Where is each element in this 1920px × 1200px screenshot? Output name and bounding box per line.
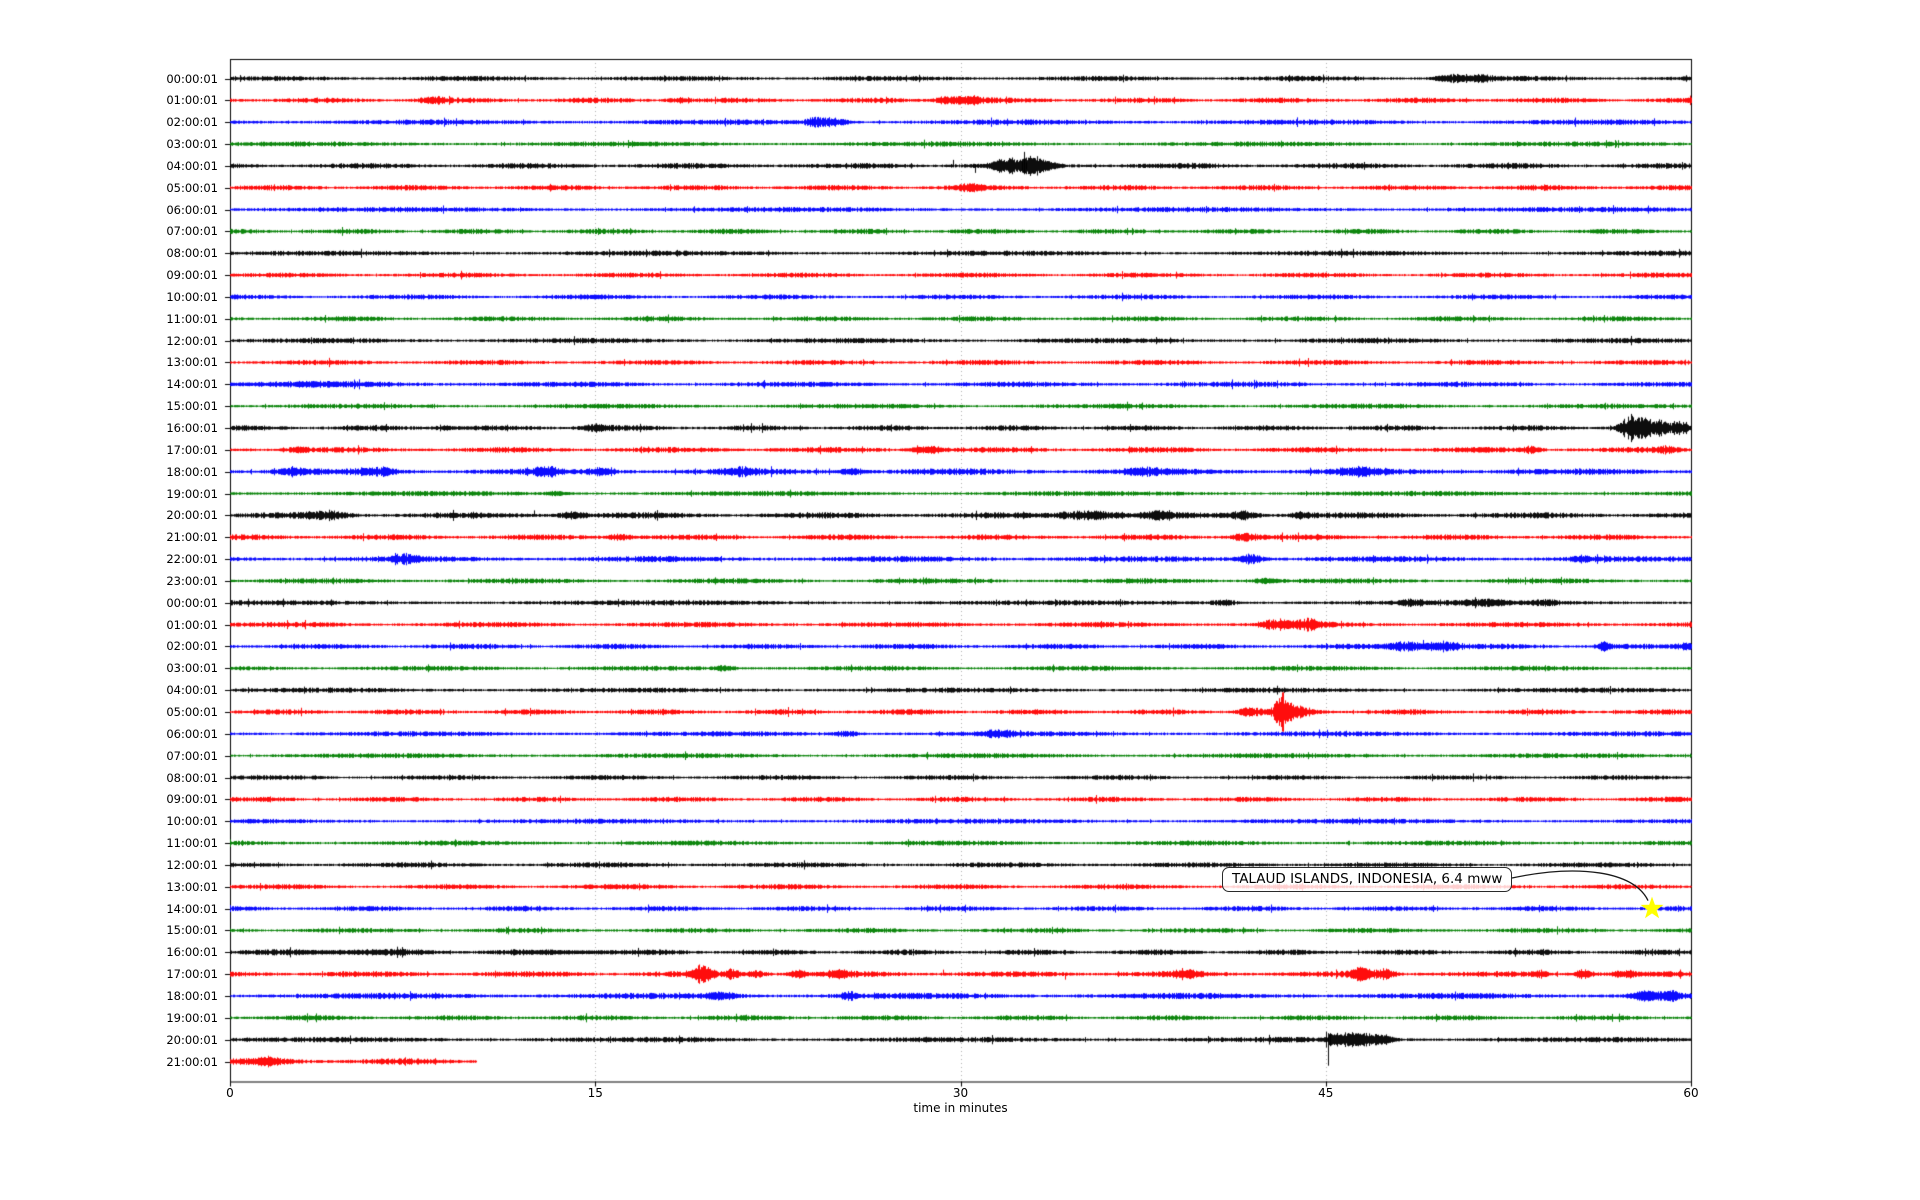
y-tick-label: 04:00:01 [166, 158, 218, 173]
y-tick-label: 20:00:01 [166, 508, 218, 523]
y-tick-label: 19:00:01 [166, 486, 218, 501]
y-tick-label: 13:00:01 [166, 355, 218, 370]
y-tick-label: 02:00:01 [166, 115, 218, 130]
y-tick-label: 11:00:01 [166, 836, 218, 851]
y-tick-label: 18:00:01 [166, 988, 218, 1003]
y-tick-label: 19:00:01 [166, 1010, 218, 1025]
y-tick-label: 05:00:01 [166, 705, 218, 719]
y-tick-label: 03:00:01 [166, 661, 218, 676]
y-tick-label: 18:00:01 [166, 464, 218, 479]
y-tick-label: 09:00:01 [166, 792, 218, 807]
y-tick-label: 08:00:01 [166, 246, 218, 261]
x-tick-label: 0 [226, 1086, 234, 1100]
y-tick-label: 21:00:01 [166, 530, 218, 545]
x-tick-label: 15 [587, 1086, 603, 1100]
y-tick-label: 17:00:01 [166, 967, 218, 982]
y-tick-label: 01:00:01 [166, 93, 218, 108]
y-tick-label: 21:00:01 [166, 1054, 218, 1069]
x-tick-label: 30 [952, 1086, 969, 1100]
y-tick-label: 17:00:01 [166, 442, 218, 457]
y-tick-label: 16:00:01 [166, 421, 218, 436]
y-tick-label: 11:00:01 [166, 311, 218, 326]
y-tick-label: 15:00:01 [166, 923, 218, 938]
y-tick-label: 00:00:01 [166, 595, 218, 610]
y-tick-label: 16:00:01 [166, 945, 218, 960]
x-tick-label: 60 [1683, 1086, 1699, 1100]
earthquake-annotation-label: TALAUD ISLANDS, INDONESIA, 6.4 mww [1222, 867, 1513, 892]
y-tick-label: 05:00:01 [166, 180, 218, 195]
y-tick-label: 10:00:01 [166, 814, 218, 829]
y-tick-label: 22:00:01 [166, 552, 218, 567]
y-tick-label: 13:00:01 [166, 879, 218, 894]
x-tick-label: 45 [1318, 1086, 1334, 1100]
y-tick-label: 14:00:01 [166, 377, 218, 392]
y-tick-label: 01:00:01 [166, 617, 218, 632]
y-tick-label: 04:00:01 [166, 683, 218, 698]
y-tick-label: 23:00:01 [166, 573, 218, 588]
y-tick-label: 20:00:01 [166, 1032, 218, 1047]
y-tick-label: 12:00:01 [166, 333, 218, 348]
y-tick-label: 00:00:01 [166, 71, 218, 86]
y-tick-label: 03:00:01 [166, 137, 218, 152]
y-tick-label: 06:00:01 [166, 726, 218, 741]
y-tick-label: 12:00:01 [166, 857, 218, 872]
y-tick-label: 06:00:01 [166, 202, 218, 217]
y-tick-label: 07:00:01 [166, 224, 218, 239]
y-tick-label: 02:00:01 [166, 639, 218, 654]
y-tick-label: 14:00:01 [166, 901, 218, 916]
y-tick-label: 10:00:01 [166, 289, 218, 304]
y-tick-label: 09:00:01 [166, 268, 218, 283]
x-axis-title: time in minutes [913, 1101, 1008, 1115]
y-tick-label: 07:00:01 [166, 748, 218, 763]
y-tick-label: 15:00:01 [166, 399, 218, 414]
y-tick-label: 08:00:01 [166, 770, 218, 785]
